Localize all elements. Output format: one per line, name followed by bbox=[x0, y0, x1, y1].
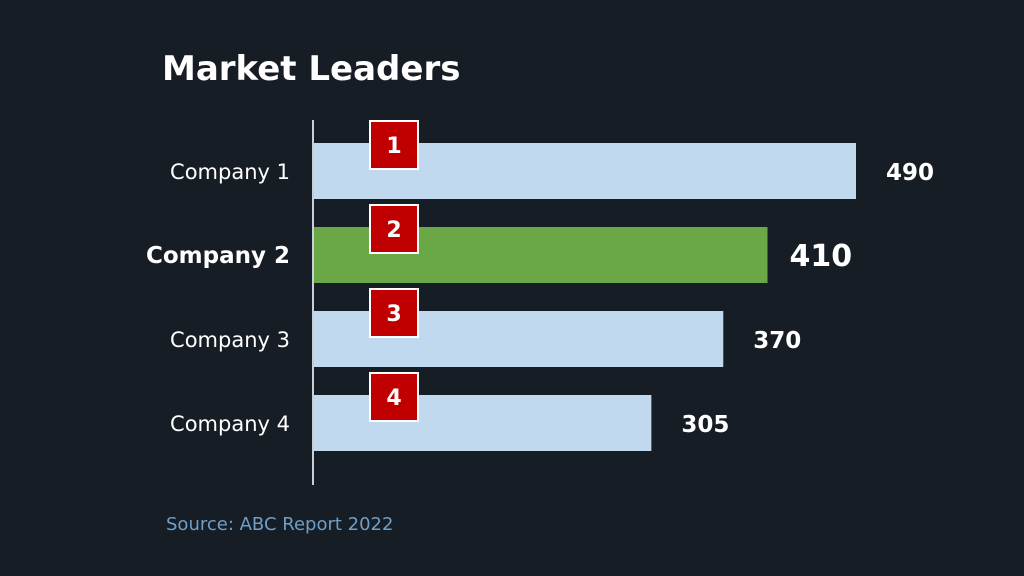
category-label-4: Company 4 bbox=[170, 412, 290, 436]
value-label-3: 370 bbox=[753, 328, 801, 354]
bars-layer: Company 1 490 1 Company 2 410 2 Company 3 370 3 C… bbox=[146, 120, 934, 451]
category-label-1: Company 1 bbox=[170, 160, 290, 184]
value-label-4: 305 bbox=[681, 412, 729, 438]
rank-badge-box-1 bbox=[369, 120, 419, 170]
rank-badge-box-4 bbox=[369, 372, 419, 422]
source-note: Source: ABC Report 2022 bbox=[166, 514, 393, 535]
category-label-2: Company 2 bbox=[146, 243, 290, 269]
rank-badge-box-2 bbox=[369, 204, 419, 254]
value-label-2: 410 bbox=[790, 239, 853, 274]
rank-badge-2: 2 bbox=[369, 204, 419, 254]
rank-badge-3: 3 bbox=[369, 288, 419, 338]
rank-number-2: 2 bbox=[386, 218, 401, 243]
chart-title: Market Leaders bbox=[162, 49, 460, 89]
rank-number-4: 4 bbox=[386, 386, 401, 411]
rank-number-1: 1 bbox=[386, 134, 401, 159]
value-label-1: 490 bbox=[886, 160, 934, 186]
rank-badge-box-3 bbox=[369, 288, 419, 338]
rank-badge-4: 4 bbox=[369, 372, 419, 422]
rank-number-3: 3 bbox=[386, 302, 401, 327]
rank-badge-1: 1 bbox=[369, 120, 419, 170]
bar-4 bbox=[314, 395, 652, 451]
category-label-3: Company 3 bbox=[170, 328, 290, 352]
